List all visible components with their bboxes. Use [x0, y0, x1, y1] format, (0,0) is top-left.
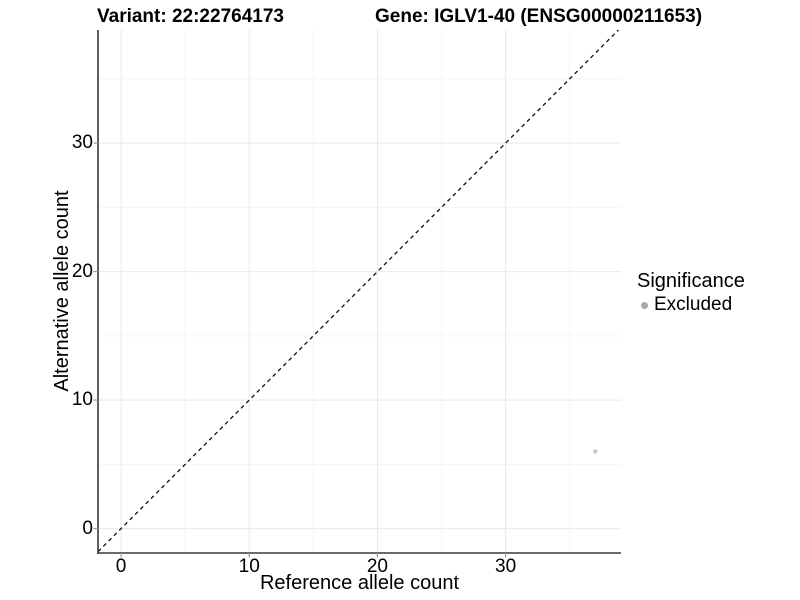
x-tick-label: 0 — [115, 556, 127, 577]
legend-items: Excluded — [637, 294, 745, 316]
legend: Significance Excluded — [637, 270, 745, 316]
y-tick-label: 10 — [71, 389, 93, 411]
plot-title-variant: Variant: 22:22764173 — [97, 6, 284, 27]
y-tick-label: 30 — [71, 132, 93, 154]
legend-item: Excluded — [637, 294, 745, 316]
x-tick-label: 10 — [238, 556, 260, 577]
x-axis-title: Reference allele count — [259, 572, 459, 594]
x-tick-label: 30 — [495, 556, 517, 577]
y-tick-label: 0 — [82, 517, 93, 539]
y-tick-label: 20 — [71, 260, 93, 282]
legend-marker-dot-icon — [641, 301, 648, 309]
legend-item-label: Excluded — [654, 294, 733, 315]
plot-title-gene: Gene: IGLV1-40 (ENSG00000211653) — [375, 6, 703, 27]
identity-reference-line — [97, 29, 619, 553]
y-axis-title: Alternative allele count — [51, 190, 73, 392]
legend-title: Significance — [637, 270, 745, 292]
x-tick-label: 20 — [366, 556, 388, 577]
scatter-point — [593, 449, 598, 454]
